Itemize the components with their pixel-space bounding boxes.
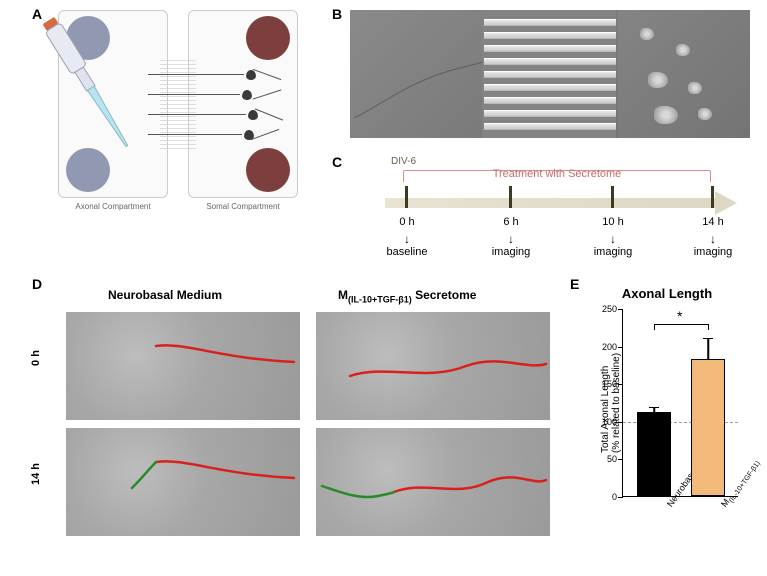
axon-trace — [350, 10, 482, 138]
y-tick — [618, 347, 623, 348]
y-tick-label: 0 — [595, 492, 617, 502]
label-c: C — [332, 154, 342, 170]
y-axis-label: Total Axonal Length(% related to baselin… — [600, 352, 622, 452]
well-left-bottom — [66, 148, 110, 192]
timeline-event: imaging — [492, 246, 531, 258]
timeline-event: baseline — [387, 246, 428, 258]
timeline-event: imaging — [694, 246, 733, 258]
well-right-top — [246, 16, 290, 60]
well-left-top — [66, 16, 110, 60]
timeline-tick — [405, 186, 408, 208]
treatment-bracket: Treatment with Secretome — [403, 170, 711, 182]
y-tick — [618, 459, 623, 460]
timeline-arrow — [385, 194, 737, 212]
micrograph-left — [350, 10, 482, 138]
bar — [691, 359, 725, 496]
channel-bridge — [484, 110, 616, 117]
y-tick-label: 150 — [595, 379, 617, 389]
timeline-time: 0 h — [399, 216, 414, 228]
axonal-compartment-label: Axonal Compartment — [58, 202, 168, 211]
timeline-time: 6 h — [503, 216, 518, 228]
error-cap — [649, 407, 659, 409]
img-neurobasal-14h — [66, 428, 300, 536]
panel-d-images: Neurobasal Medium M(IL-10+TGF-β1) Secret… — [48, 288, 556, 556]
channel-bridge — [484, 84, 616, 91]
somal-compartment-label: Somal Compartment — [188, 202, 298, 211]
col-neurobasal: Neurobasal Medium — [108, 288, 222, 302]
down-arrow-icon: ↓ — [508, 232, 514, 246]
y-tick-label: 200 — [595, 342, 617, 352]
y-tick — [618, 309, 623, 310]
y-tick-label: 250 — [595, 304, 617, 314]
div-label: DIV-6 — [391, 156, 416, 167]
x-tick-label: M(IL-10+TGF-β1) — [719, 457, 762, 511]
panel-c-timeline: DIV-6 Treatment with Secretome 0 h↓basel… — [345, 158, 753, 258]
img-secretome-0h — [316, 312, 550, 420]
y-tick — [618, 384, 623, 385]
down-arrow-icon: ↓ — [610, 232, 616, 246]
timeline-tick — [611, 186, 614, 208]
panel-a-schematic: Axonal Compartment Somal Compartment — [52, 10, 307, 218]
channel-bridge — [484, 71, 616, 78]
bar — [637, 412, 671, 496]
y-tick — [618, 497, 623, 498]
axon-trace — [66, 312, 300, 420]
panel-b-micrograph — [350, 10, 750, 138]
down-arrow-icon: ↓ — [404, 232, 410, 246]
well-right-bottom — [246, 148, 290, 192]
label-b: B — [332, 6, 342, 22]
label-a: A — [32, 6, 42, 22]
channel-bridge — [484, 97, 616, 104]
row-14h: 14 h — [30, 454, 42, 494]
error-bar — [707, 338, 709, 361]
axon-trace — [316, 312, 550, 420]
col-secretome: M(IL-10+TGF-β1) Secretome — [338, 288, 476, 304]
img-secretome-14h — [316, 428, 550, 536]
axon-trace — [316, 428, 550, 536]
label-d: D — [32, 276, 42, 292]
sig-line — [654, 324, 708, 325]
chart-title: Axonal Length — [578, 286, 756, 301]
chart-area: Total Axonal Length(% related to baselin… — [622, 309, 738, 497]
axon-trace — [66, 428, 300, 536]
micrograph-channels — [482, 10, 616, 138]
row-0h: 0 h — [30, 338, 42, 378]
timeline-event: imaging — [594, 246, 633, 258]
sig-star: * — [677, 308, 682, 324]
timeline-time: 10 h — [602, 216, 623, 228]
timeline-tick — [509, 186, 512, 208]
error-cap — [703, 338, 713, 340]
channel-bridge — [484, 45, 616, 52]
panel-e-chart: Axonal Length Total Axonal Length(% rela… — [578, 286, 756, 560]
micrograph-right — [616, 10, 750, 138]
channel-bridge — [484, 32, 616, 39]
channel-bridge — [484, 19, 616, 26]
channel-bridge — [484, 58, 616, 65]
timeline-tick — [711, 186, 714, 208]
y-tick-label: 50 — [595, 454, 617, 464]
down-arrow-icon: ↓ — [710, 232, 716, 246]
y-tick-label: 100 — [595, 417, 617, 427]
treatment-label: Treatment with Secretome — [404, 168, 710, 180]
timeline-time: 14 h — [702, 216, 723, 228]
channel-bridge — [484, 123, 616, 130]
img-neurobasal-0h — [66, 312, 300, 420]
neurons — [196, 64, 292, 150]
